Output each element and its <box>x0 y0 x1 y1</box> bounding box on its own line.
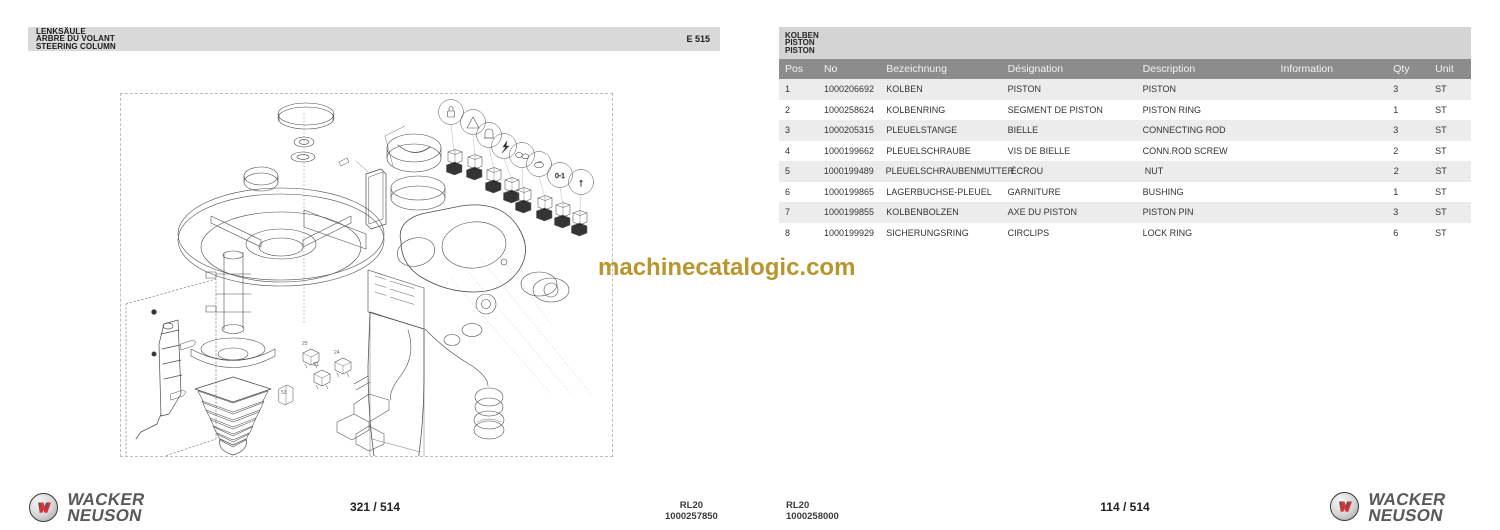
svg-text:24: 24 <box>334 350 340 356</box>
svg-text:0-1: 0-1 <box>555 173 565 180</box>
svg-text:↑: ↑ <box>578 177 584 189</box>
svg-text:25: 25 <box>302 341 308 347</box>
svg-text:23: 23 <box>313 362 319 368</box>
